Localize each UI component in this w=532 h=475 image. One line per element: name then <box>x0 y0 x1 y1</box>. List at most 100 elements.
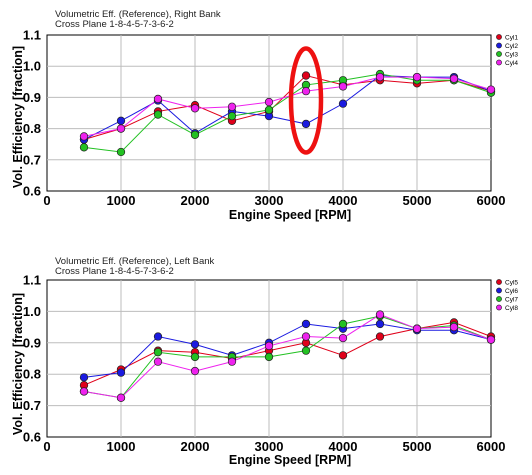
data-point <box>116 147 126 157</box>
series-line-cyl4 <box>83 76 492 137</box>
data-point <box>116 368 126 377</box>
x-tick-label: 4000 <box>329 193 358 208</box>
x-tick-label: 2000 <box>181 439 210 454</box>
left-bank-chart: Volumetric Eff. (Reference), Left Bank C… <box>11 256 518 467</box>
legend-marker <box>496 296 502 302</box>
x-tick-label: 6000 <box>477 439 506 454</box>
y-tick-label: 0.7 <box>23 152 41 167</box>
x-tick-label: 0 <box>43 439 50 454</box>
x-axis-label: Engine Speed [RPM] <box>229 453 351 467</box>
series-line-cyl3 <box>83 73 492 153</box>
y-tick-label: 1.1 <box>23 273 41 288</box>
chart-title: Volumetric Eff. (Reference), Left Bank <box>55 256 215 267</box>
data-point <box>264 105 274 115</box>
data-point <box>79 143 89 152</box>
legend-marker <box>496 304 502 311</box>
y-tick-label: 0.6 <box>23 184 41 199</box>
x-axis-label: Engine Speed [RPM] <box>229 208 351 222</box>
data-point <box>301 119 311 129</box>
x-tick-label: 2000 <box>181 193 210 208</box>
y-tick-label: 0.6 <box>23 430 41 445</box>
chart-subtitle: Cross Plane 1-8-4-5-7-3-6-2 <box>55 19 174 30</box>
legend-marker <box>496 51 502 57</box>
x-tick-label: 1000 <box>107 439 136 454</box>
y-tick-label: 1.0 <box>23 304 41 319</box>
data-point <box>227 102 237 111</box>
data-point <box>486 335 496 344</box>
data-point <box>301 346 311 355</box>
y-tick-label: 0.9 <box>23 90 41 105</box>
y-tick-label: 1.1 <box>23 28 41 43</box>
series-line-cyl5 <box>83 321 492 386</box>
x-tick-label: 5000 <box>403 439 432 454</box>
legend-marker <box>496 287 502 294</box>
data-point <box>338 99 348 108</box>
data-point <box>375 332 385 341</box>
legend-label: Cyl5 <box>505 279 518 286</box>
legend-label: Cyl7 <box>505 296 518 303</box>
x-tick-label: 3000 <box>255 439 284 454</box>
x-tick-label: 5000 <box>403 193 432 208</box>
data-point <box>375 310 385 319</box>
legend-marker <box>496 279 502 285</box>
data-point <box>153 332 163 341</box>
data-point <box>116 124 126 133</box>
data-point <box>227 357 237 366</box>
legend-label: Cyl8 <box>505 305 518 312</box>
data-point <box>338 333 348 343</box>
data-point <box>153 348 163 357</box>
data-point <box>449 322 459 332</box>
legend-label: Cyl6 <box>505 288 518 295</box>
data-point <box>79 387 89 396</box>
data-point <box>190 352 200 362</box>
data-point <box>190 130 200 139</box>
legend-label: Cyl4 <box>505 60 518 67</box>
data-point <box>412 324 422 333</box>
data-point <box>153 110 163 119</box>
data-point <box>227 111 237 121</box>
data-point <box>116 116 126 125</box>
data-point <box>338 82 348 91</box>
legend-marker <box>496 59 502 66</box>
data-point <box>264 352 274 362</box>
data-point <box>79 132 89 141</box>
data-point <box>116 393 126 402</box>
legend-label: Cyl2 <box>505 43 518 50</box>
legend-marker <box>496 34 502 40</box>
x-tick-label: 1000 <box>107 193 136 208</box>
data-point <box>79 373 89 382</box>
data-point <box>153 357 163 366</box>
data-point <box>449 74 459 83</box>
y-axis-label: Vol. Efficiency [fraction] <box>11 46 25 188</box>
y-tick-label: 0.8 <box>23 367 41 382</box>
data-point <box>190 340 200 349</box>
series-line-cyl6 <box>83 323 492 378</box>
data-point <box>301 71 311 80</box>
data-point <box>190 366 200 376</box>
legend-marker <box>496 42 502 49</box>
data-point <box>375 319 385 329</box>
data-point <box>375 72 385 82</box>
x-tick-label: 6000 <box>477 193 506 208</box>
y-tick-label: 0.7 <box>23 398 41 413</box>
highlight-ellipse <box>288 46 324 155</box>
data-point <box>264 341 274 351</box>
data-point <box>190 104 200 113</box>
y-tick-label: 0.9 <box>23 335 41 350</box>
x-tick-label: 4000 <box>329 439 358 454</box>
y-tick-label: 1.0 <box>23 59 41 74</box>
chart-title: Volumetric Eff. (Reference), Right Bank <box>55 9 221 20</box>
y-axis-label: Vol. Efficiency [fraction] <box>11 293 25 435</box>
series-line-cyl8 <box>83 313 492 399</box>
data-point <box>153 94 163 104</box>
chart-subtitle: Cross Plane 1-8-4-5-7-3-6-2 <box>55 266 174 277</box>
x-tick-label: 0 <box>43 193 50 208</box>
data-point <box>264 97 274 107</box>
data-point <box>486 85 496 94</box>
data-point <box>412 72 422 82</box>
data-point <box>338 351 348 360</box>
data-point <box>301 332 311 341</box>
right-bank-chart: Volumetric Eff. (Reference), Right Bank … <box>11 9 518 222</box>
legend-label: Cyl1 <box>505 34 518 41</box>
